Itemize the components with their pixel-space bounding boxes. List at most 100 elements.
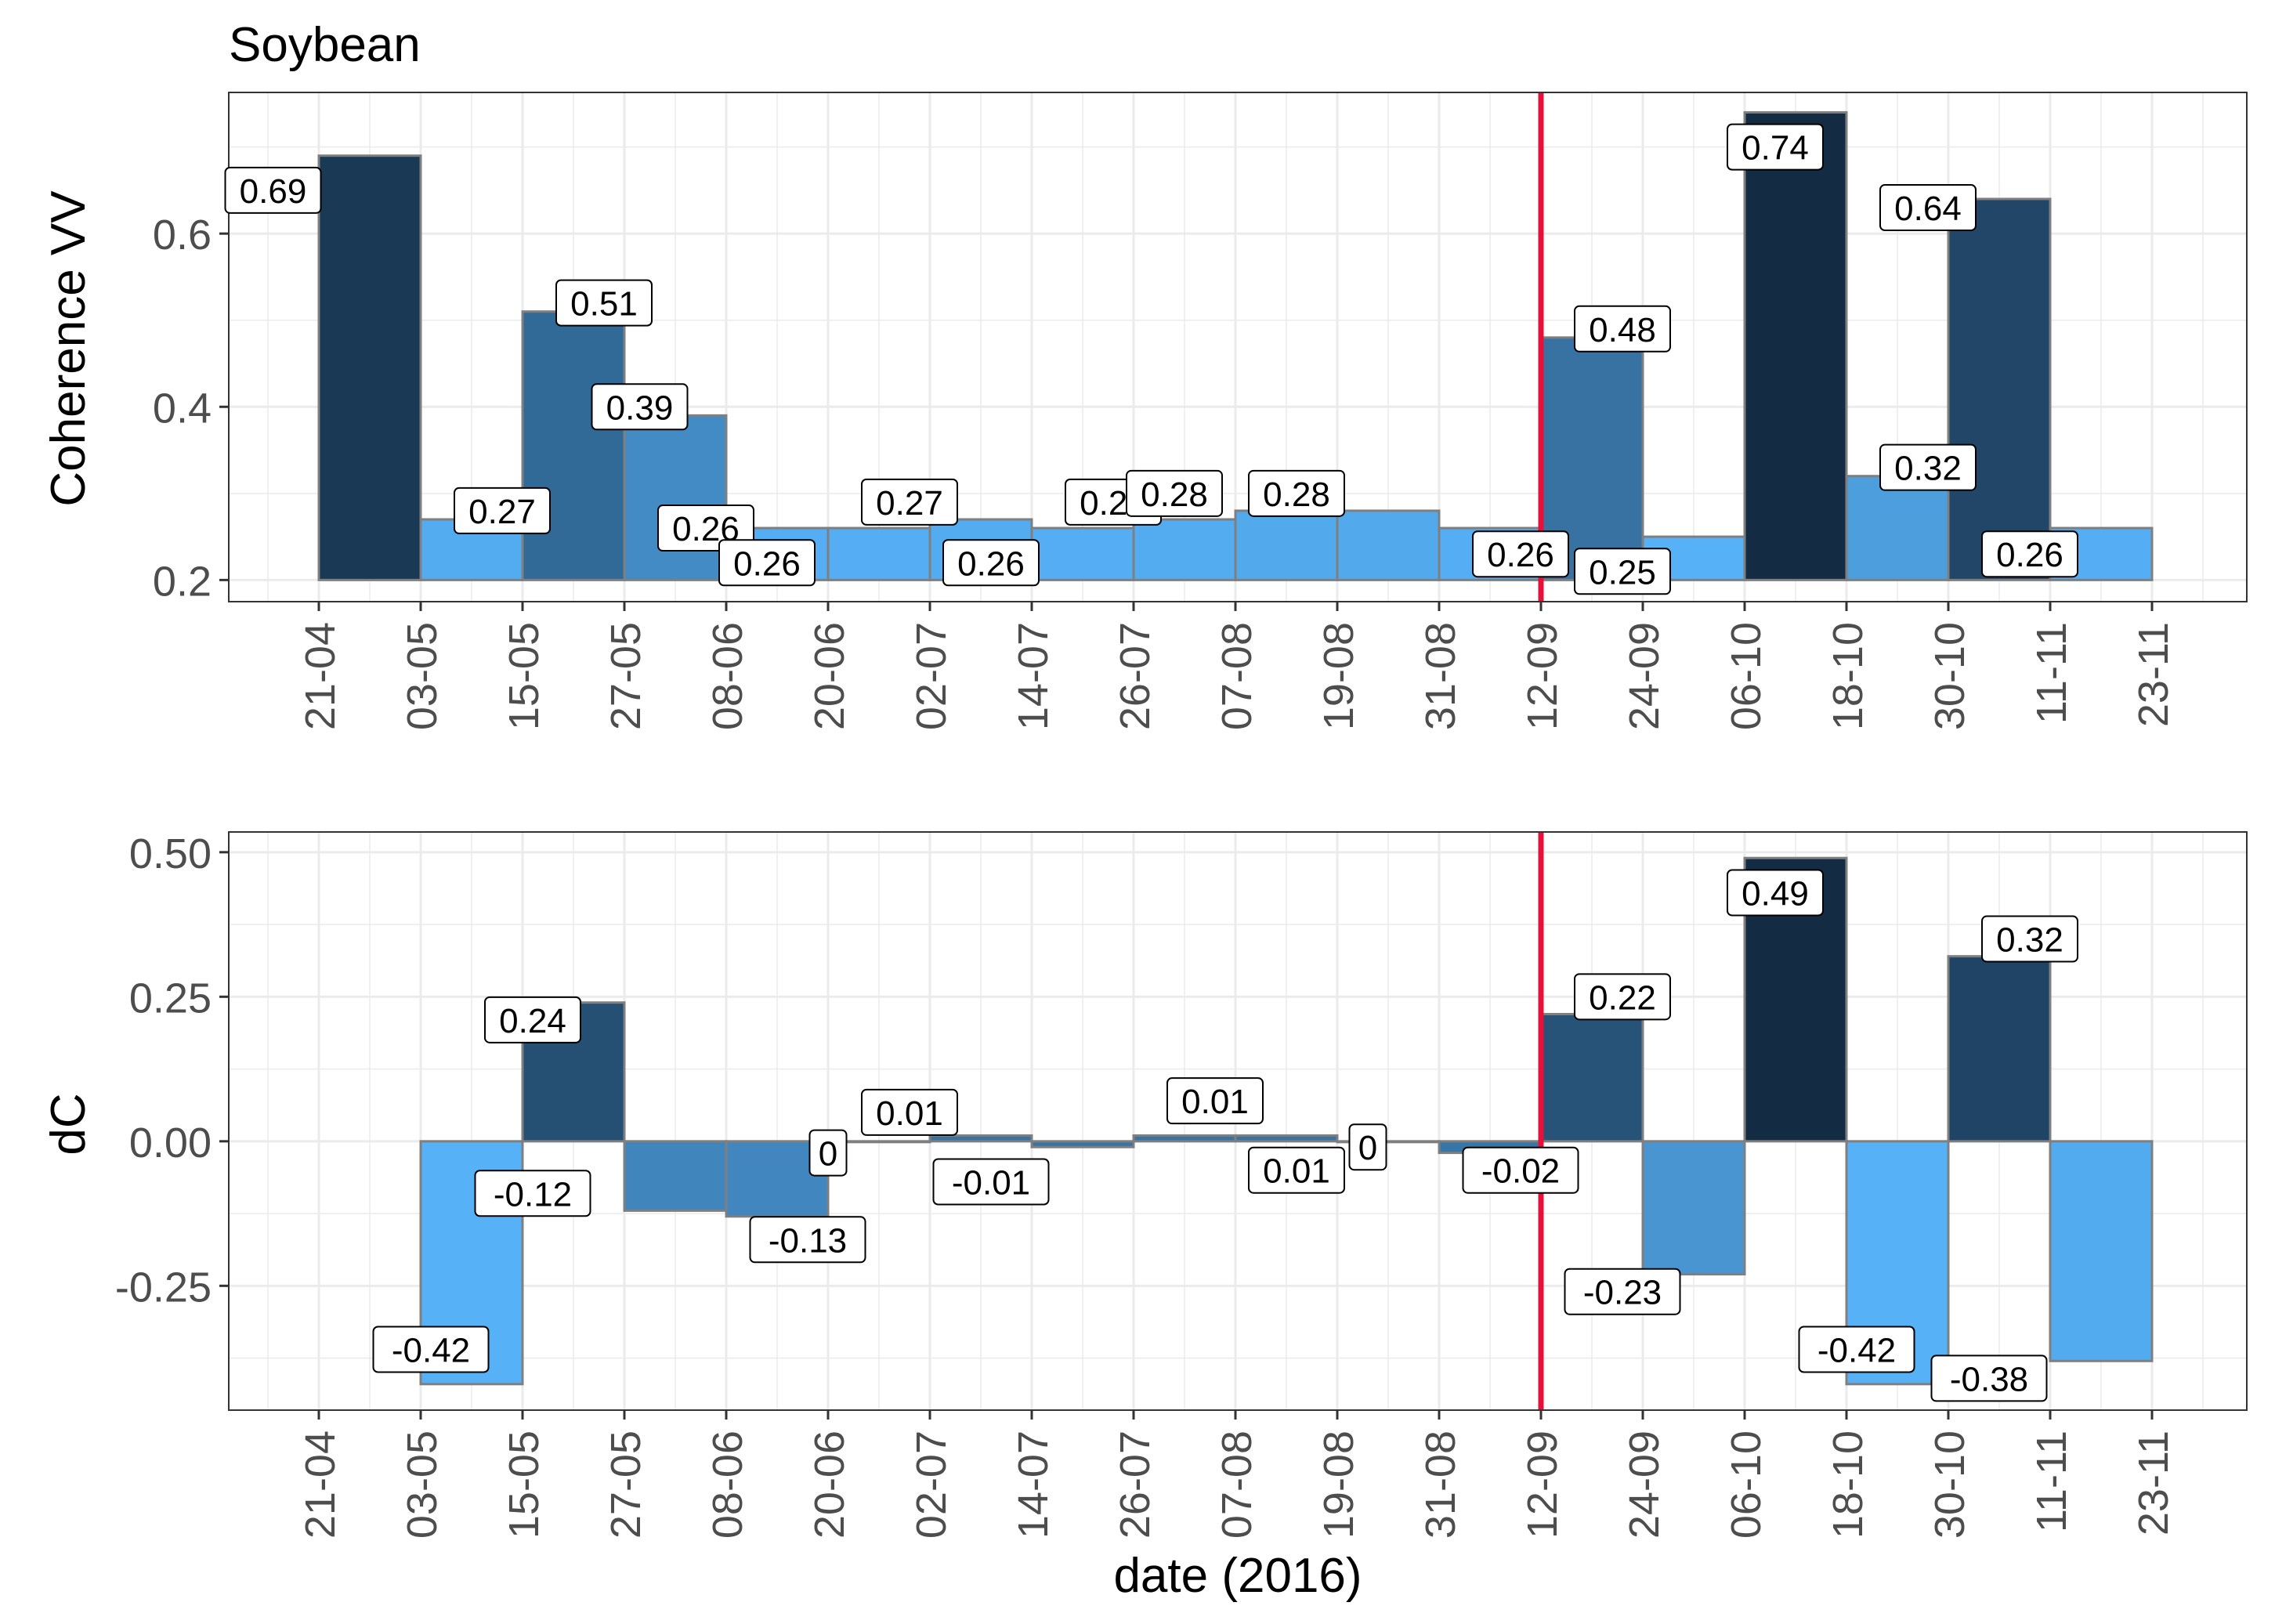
x-tick-label: 21-04 [297,622,344,730]
y-tick-label: 0.50 [129,830,212,877]
bar [826,526,931,581]
data-label-box [932,1158,1050,1206]
x-tick-label: 11-11 [2028,1430,2075,1532]
data-label-text: 0.48 [1589,311,1656,349]
y-tick-label: 0.2 [153,558,212,605]
bar [521,310,626,581]
data-label-box [1248,1146,1345,1194]
data-label: 0.26 [942,539,1040,587]
panel-coherence: Coherence VV 0.2 0.4 0.6 21-04 03-05 15-05 27-… [42,92,2248,730]
data-label: 0.49 [1727,869,1824,917]
data-label: -0.38 [1930,1355,2048,1402]
data-label-text: 0 [819,1135,837,1174]
data-label-text: 0.28 [1263,476,1330,514]
x-tick-label: 19-08 [1315,1430,1362,1539]
x-axis-title: date (2016) [1113,1549,1362,1603]
data-label: 0.39 [591,383,689,431]
data-label-box [1879,443,1977,491]
panel-dc: dC -0.25 0.00 0.25 0.50 21-04 03-05 15-05 27-05… [42,830,2248,1539]
x-tick-label: 19-08 [1315,622,1362,730]
x-tick-label: 14-07 [1010,1430,1057,1539]
x-tick-label: 03-05 [399,1430,446,1539]
data-label-box [372,1326,490,1373]
data-label: -0.23 [1564,1268,1681,1315]
x-tick-label: 23-11 [2130,622,2177,727]
data-label: -0.42 [1798,1326,1915,1373]
bar [1845,475,1950,581]
data-label-box [861,478,958,526]
bar [1539,1012,1644,1143]
data-label-box [1727,869,1824,917]
data-label-text: -0.42 [1817,1332,1896,1370]
x-tick-label: 15-05 [501,1430,548,1539]
bar [1234,509,1339,581]
bar [1947,955,2052,1143]
value-labels-coherence: 0.690.270.510.260.390.260.270.260.270.28… [224,123,2078,595]
x-tick-label: 26-07 [1112,622,1159,730]
data-label-text: 0.01 [1263,1152,1330,1191]
data-label-text: 0.64 [1894,190,1962,228]
y-tick-label: 0.00 [129,1119,212,1166]
data-label-box [1727,123,1824,171]
data-label: 0.26 [1981,530,2078,578]
data-label: 0.01 [1248,1146,1345,1194]
bar [1641,1140,1746,1276]
bar [623,1140,728,1212]
x-tick-label: 20-06 [806,1430,853,1539]
x-tick-label: 23-11 [2130,1430,2177,1535]
data-label-text: 0.27 [876,484,943,523]
data-label: 0.27 [861,478,958,526]
data-label-box [1798,1326,1915,1373]
x-tick-label: 02-07 [908,622,955,730]
x-tick-label: 07-08 [1213,622,1260,730]
x-tick-label: 18-10 [1825,1430,1872,1539]
data-label: 0.25 [1574,548,1671,595]
data-label-text: 0.26 [957,544,1025,583]
data-label: 0.27 [454,486,551,534]
data-label: 0.22 [1574,973,1671,1021]
x-tick-label: 24-09 [1621,1430,1668,1539]
y-axis-title-coherence: Coherence VV [42,190,96,507]
x-tick-label: 27-05 [602,1430,649,1539]
data-label: -0.01 [932,1158,1050,1206]
x-tick-label: 12-09 [1519,622,1566,730]
data-label-box [1981,915,2078,963]
data-label-text: 0.49 [1742,874,1809,913]
data-label-box [1248,469,1345,517]
x-tick-label: 31-08 [1417,1430,1464,1539]
x-tick-label: 31-08 [1417,622,1464,730]
x-tick-label: 06-10 [1723,622,1770,730]
x-tick-label: 20-06 [806,622,853,730]
x-tick-label: 18-10 [1825,622,1872,730]
data-label-text: -0.02 [1481,1152,1560,1191]
data-label-box [808,1129,848,1177]
data-label: 0 [808,1129,848,1177]
y-tick-label: 0.4 [153,385,212,432]
data-label-text: 0.27 [468,493,536,531]
data-label-text: 0.26 [1487,536,1554,574]
data-label: 0 [1348,1123,1387,1171]
y-tick-label: 0.25 [129,975,212,1022]
bar [2049,1140,2154,1362]
x-tick-label: 30-10 [1926,1430,1973,1539]
x-tick-label: 30-10 [1926,622,1973,730]
data-label: 0.32 [1981,915,2078,963]
data-label: -0.02 [1462,1146,1579,1194]
data-label: 0.01 [1166,1077,1264,1125]
data-label-text: 0.25 [1589,553,1656,591]
data-label-box [1472,530,1569,578]
data-label-box [1879,184,1977,232]
x-tick-label: 21-04 [297,1430,344,1539]
y-axis-title-dc: dC [42,1093,96,1155]
bar [1743,110,1848,581]
bar [1234,1134,1339,1143]
data-label-text: 0.24 [499,1002,566,1040]
data-label-box [1126,469,1223,517]
data-label-text: 0 [1358,1129,1377,1167]
x-tick-label: 24-09 [1621,622,1668,730]
data-label-text: 0.69 [240,172,307,211]
data-label-text: 0.26 [1996,536,2063,574]
x-tick-label: 15-05 [501,622,548,730]
data-label: 0.24 [484,996,581,1043]
data-label-text: 0.01 [876,1094,943,1133]
